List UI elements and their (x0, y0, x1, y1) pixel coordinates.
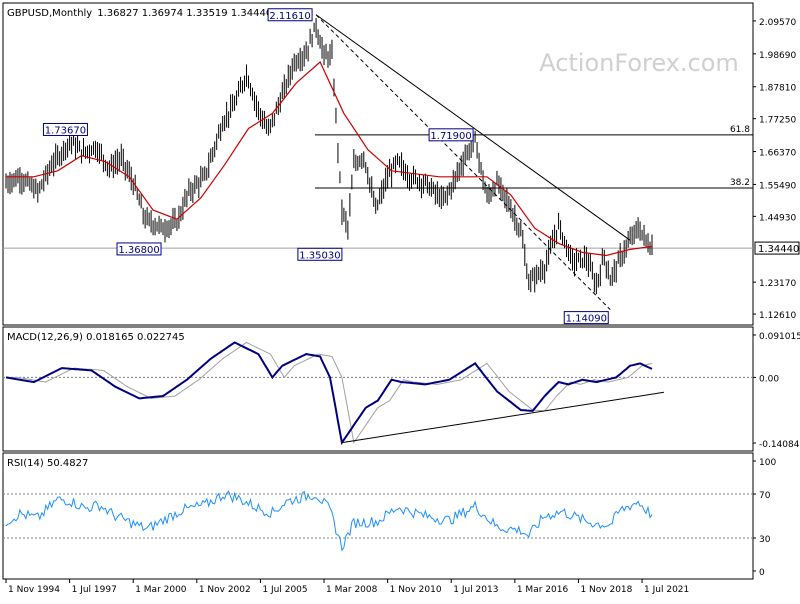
current-price-box (754, 241, 800, 255)
annotation-1-36800: 1.36800 (116, 242, 162, 256)
price-tick-label: 1.55490 (759, 181, 796, 191)
x-tick-label: 1 Jul 2005 (262, 585, 307, 595)
x-tick-label: 1 Jul 1997 (72, 585, 117, 595)
annotation-label: 1.73670 (45, 125, 86, 136)
macd-layer (3, 341, 753, 446)
rsi-panel[interactable] (2, 452, 754, 580)
annotation-box (116, 242, 162, 256)
annotation-box (267, 8, 313, 22)
price-bars (5, 18, 653, 295)
annotation-1-14090: 1.14090 (563, 311, 609, 325)
x-tick-label: 1 Jul 2013 (453, 585, 498, 595)
macd-support-trendline (341, 391, 665, 444)
price-panel[interactable] (2, 2, 754, 326)
x-tick-label: 1 Mar 2016 (517, 585, 569, 595)
symbol-label: GBPUSD,Monthly 1.36827 1.36974 1.33519 1.… (7, 8, 272, 19)
x-tick-label: 1 Mar 2008 (326, 585, 378, 595)
price-tick-label: 1.12610 (759, 311, 796, 321)
x-tick-label: 1 Nov 2018 (580, 585, 632, 595)
current-price-label: 1.34440 (758, 244, 799, 255)
fib-label-38-2: 38.2 (730, 178, 750, 188)
annotation-label: 1.35030 (299, 250, 340, 261)
x-tick-label: 1 Nov 1994 (8, 585, 60, 595)
price-tick-label: 2.09570 (759, 18, 796, 28)
macd-tick-label: 0.00 (759, 374, 779, 384)
rsi-tick-label: 0 (759, 568, 765, 578)
rsi-title: RSI(14) 50.4827 (7, 458, 88, 469)
x-tick-label: 1 Nov 2002 (199, 585, 251, 595)
macd-title: MACD(12,26,9) 0.018165 0.022745 (7, 332, 185, 343)
x-tick-label: 1 Jul 2021 (644, 585, 689, 595)
annotation-1-73670: 1.73670 (42, 122, 88, 136)
rsi-layer (3, 490, 753, 552)
price-tick-label: 1.66370 (759, 149, 796, 159)
annotation-label: 1.14090 (566, 314, 607, 325)
symbol-text: GBPUSD,Monthly (7, 8, 92, 19)
watermark: ActionForex.com (539, 49, 739, 77)
fib-label-61-8: 61.8 (730, 125, 750, 135)
annotation-box (297, 247, 343, 261)
price-tick-label: 1.77250 (759, 116, 796, 126)
price-tick-label: 1.23170 (759, 279, 796, 289)
annotation-2-11610: 2.11610 (267, 8, 313, 22)
price-tick-label: 1.87810 (759, 84, 796, 94)
annotation-label: 2.11610 (269, 11, 310, 22)
ohlc-text: 1.36827 1.36974 1.33519 1.34440 (97, 8, 272, 19)
annotation-box (42, 122, 88, 136)
annotation-label: 1.36800 (118, 245, 159, 256)
rsi-tick-label: 30 (759, 535, 771, 545)
annotation-box (428, 128, 474, 142)
rsi-tick-label: 100 (759, 458, 776, 468)
x-tick-label: 1 Mar 2000 (135, 585, 187, 595)
annotation-label: 1.71900 (430, 131, 471, 142)
trendline-solid (315, 14, 631, 241)
axes-layer: 2.09570 1.98690 1.87810 1.77250 1.66370 1.554… (5, 18, 800, 595)
price-tick-label: 1.44930 (759, 213, 796, 223)
price-layer: 2.11610 1.73670 1.36800 1.35030 1.71900 1.140… (5, 8, 653, 325)
rsi-tick-label: 70 (759, 491, 771, 501)
macd-tick-label: 0.091015 (759, 332, 800, 342)
macd-tick-label: -0.140843 (759, 440, 800, 450)
x-tick-label: 1 Nov 2010 (390, 585, 442, 595)
price-tick-label: 1.98690 (759, 51, 796, 61)
rsi-line (5, 490, 653, 552)
current-price-tag: 1.34440 (754, 241, 800, 255)
macd-panel[interactable] (2, 326, 754, 452)
annotation-box (563, 311, 609, 325)
annotation-1-35030: 1.35030 (297, 247, 343, 261)
annotation-1-71900: 1.71900 (428, 128, 474, 142)
macd-line (5, 341, 653, 446)
moving-average-line (6, 61, 653, 257)
